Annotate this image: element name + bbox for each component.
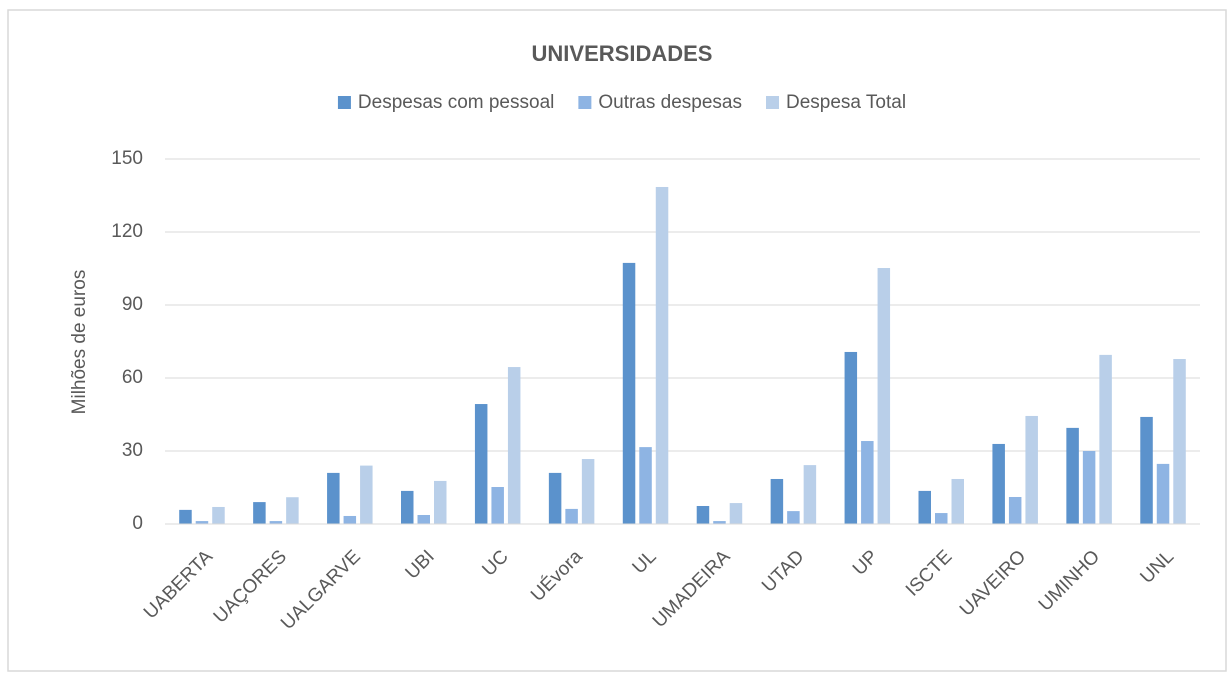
bar	[195, 521, 209, 524]
chart-frame	[7, 9, 1227, 672]
bar	[861, 441, 874, 524]
bar	[655, 186, 669, 524]
bar	[844, 351, 858, 524]
y-tick-label: 150	[111, 148, 143, 169]
y-tick-label: 30	[122, 440, 143, 461]
bar	[696, 505, 710, 524]
legend-swatch	[578, 96, 592, 109]
bar	[877, 268, 891, 524]
bar	[729, 503, 743, 524]
chart-title: UNIVERSIDADES	[532, 41, 713, 66]
bar	[548, 472, 562, 524]
bar	[434, 480, 447, 524]
bar	[770, 478, 784, 524]
bar	[992, 443, 1005, 524]
bar	[286, 497, 299, 524]
bar	[1099, 354, 1112, 524]
y-tick-label: 90	[122, 294, 143, 315]
bar	[581, 459, 595, 524]
bar	[212, 506, 225, 524]
bar	[269, 521, 283, 524]
bar	[1082, 451, 1096, 524]
bar	[803, 465, 817, 524]
bar	[787, 511, 800, 524]
bar	[1140, 416, 1153, 524]
bar	[401, 490, 414, 524]
bar	[417, 514, 430, 524]
bar	[1156, 463, 1170, 524]
bar	[360, 465, 373, 524]
bar	[507, 367, 521, 524]
y-tick-label: 120	[111, 221, 143, 242]
legend-label: Despesa Total	[786, 92, 906, 113]
bar	[327, 472, 340, 524]
bar	[918, 490, 931, 524]
bar	[491, 487, 504, 524]
bar	[253, 502, 266, 524]
y-tick-label: 60	[122, 367, 143, 388]
bar	[622, 262, 636, 524]
bar	[1008, 496, 1022, 524]
bar	[565, 508, 578, 524]
y-axis-label: Milhões de euros	[69, 270, 90, 415]
bar	[639, 447, 652, 524]
legend-label: Outras despesas	[598, 92, 742, 113]
bar	[1066, 427, 1079, 524]
legend-swatch	[766, 96, 780, 109]
bar	[1025, 415, 1038, 524]
bar	[951, 478, 964, 524]
legend-label: Despesas com pessoal	[358, 92, 554, 113]
bar	[713, 521, 726, 524]
bar	[474, 404, 488, 524]
bar	[343, 515, 357, 524]
bar	[1173, 359, 1186, 524]
bar	[935, 513, 948, 524]
bar	[179, 509, 192, 524]
legend-swatch	[337, 96, 351, 109]
y-tick-label: 0	[132, 513, 143, 534]
